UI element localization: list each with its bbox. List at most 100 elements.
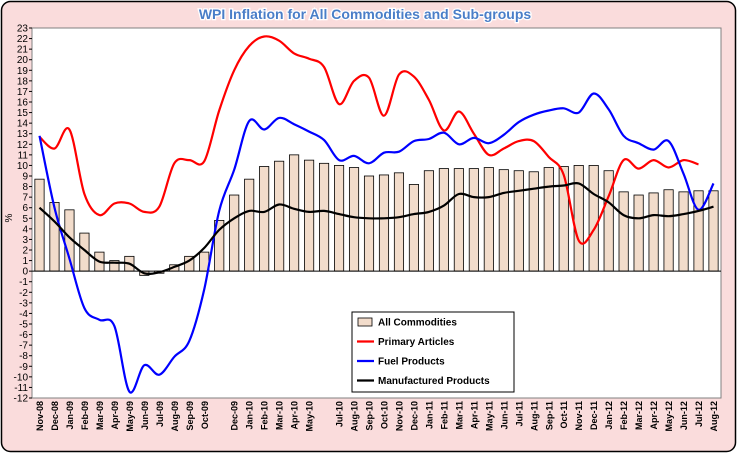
bar-all-commodities [378,174,390,272]
x-tick-label: Aug-10 [350,401,360,432]
x-tick-label: Sep-10 [365,401,375,431]
y-tick-label: 19 [17,66,29,77]
bar-all-commodities [423,170,434,272]
y-tick-label: 8 [22,182,28,193]
bar-all-commodities [438,168,449,272]
x-tick-label: Apr-11 [469,401,479,429]
y-tick-label: 6 [22,203,28,214]
y-tick-label: -6 [19,330,28,341]
bar-all-commodities [468,168,479,272]
x-tick-label: Feb-09 [80,401,90,430]
line-fuel-products [38,92,715,394]
x-tick-label: Feb-12 [619,401,629,430]
bar-all-commodities [708,190,719,272]
chart-title: WPI Inflation for All Commodities and Su… [199,6,532,22]
x-tick-label: Sep-09 [185,401,195,431]
x-tick-label: Aug-09 [170,401,180,432]
bar-all-commodities [289,154,300,272]
bar-all-commodities [274,160,285,272]
y-tick-label: -2 [19,288,28,299]
y-tick-label: 5 [22,214,28,225]
bar-all-commodities [244,178,255,272]
y-tick-label: 7 [22,193,28,204]
y-tick-label: 21 [17,45,29,56]
y-tick-label: 10 [17,161,29,172]
bar-all-commodities [229,194,240,272]
y-tick-label: 23 [17,24,29,35]
x-tick-label: Jan-12 [604,401,614,430]
bar-all-commodities [573,165,584,272]
bar-all-commodities [348,167,360,272]
x-tick-label: May-09 [125,401,135,432]
x-tick-label: Jul-09 [155,401,165,427]
x-tick-label: Jul-10 [335,401,345,427]
legend-label: All Commodities [378,318,457,329]
x-tick-label: Apr-09 [110,401,120,430]
line-manufactured-products [38,181,714,275]
x-tick-label: Jun-11 [499,401,509,430]
bar-all-commodities [543,167,554,272]
y-tick-label: -5 [19,320,28,331]
x-tick-label: May-10 [305,401,315,432]
x-tick-label: Dec-10 [409,401,419,431]
x-tick-label: Nov-08 [35,401,45,431]
x-tick-label: Apr-12 [649,401,659,430]
bar-all-commodities [678,191,689,272]
y-tick-label: -7 [19,341,28,352]
y-tick-label: 2 [22,246,28,257]
bar-all-commodities [49,202,60,272]
bar-all-commodities [588,165,599,272]
x-tick-label: Dec-08 [50,401,60,431]
bar-all-commodities [319,162,330,272]
bar-all-commodities [34,178,45,272]
x-tick-label: May-11 [484,401,494,431]
x-tick-label: Oct-10 [380,401,390,429]
x-tick-label: Jan-11 [424,401,434,429]
legend-swatch [357,317,373,327]
x-tick-label: Dec-11 [589,401,599,430]
y-tick-label: 0 [22,267,28,278]
y-tick-label: -8 [19,351,28,362]
x-tick-label: Mar-10 [275,401,285,430]
y-tick-label: 9 [22,172,28,183]
x-tick-label: Jul-12 [694,401,704,427]
legend-label: Fuel Products [378,357,445,368]
x-tick-label: Jan-09 [65,401,75,430]
y-tick-label: 15 [17,108,29,119]
y-tick-label: 17 [17,87,29,98]
bar-all-commodities [393,172,405,272]
bar-all-commodities [363,175,375,272]
legend-label: Manufactured Products [378,376,490,387]
bar-all-commodities [633,194,644,272]
line-primary-articles [38,35,699,245]
y-tick-label: -4 [19,309,28,320]
x-tick-label: Jun-12 [679,401,689,430]
bar-all-commodities [408,184,419,272]
bar-all-commodities [304,159,315,272]
x-tick-label: Mar-09 [95,401,105,430]
x-tick-label: Sep-11 [544,401,554,430]
x-tick-label: Jun-09 [140,401,150,430]
x-tick-label: Nov-10 [395,401,405,431]
bar-all-commodities [648,192,659,272]
x-tick-label: Aug-12 [709,401,719,432]
bar-all-commodities [498,169,509,272]
y-tick-label: -10 [14,372,29,383]
y-tick-label: 14 [17,119,29,130]
y-tick-label: 20 [17,55,29,66]
y-tick-label: 13 [17,129,29,140]
x-tick-label: Mar-12 [634,401,644,430]
legend-box [351,311,515,393]
x-tick-label: Oct-09 [200,401,210,429]
x-tick-label: Feb-10 [260,401,270,430]
bar-all-commodities [528,171,539,272]
bar-all-commodities [618,191,629,272]
x-tick-label: Aug-11 [529,401,539,431]
x-tick-label: Jan-10 [245,401,255,430]
bar-all-commodities [453,168,464,272]
y-tick-label: 12 [17,140,29,151]
legend-label: Primary Articles [378,337,455,348]
y-tick-label: 11 [18,150,29,161]
y-tick-label: 22 [17,34,29,45]
